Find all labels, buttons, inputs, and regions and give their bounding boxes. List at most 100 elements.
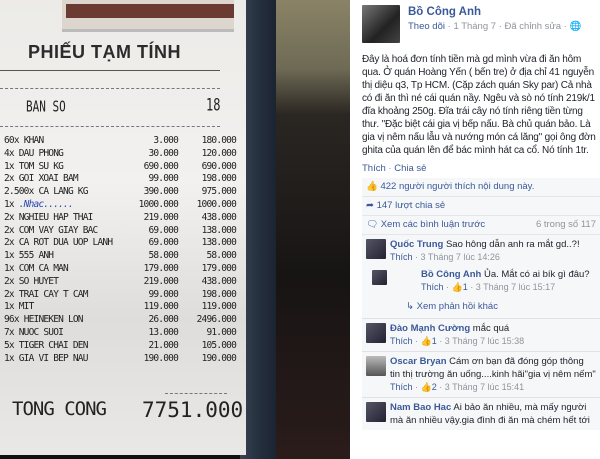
author-name[interactable]: Bồ Công Anh: [408, 6, 482, 18]
item-total: 198.000: [201, 173, 237, 185]
item-qty: 2.500x: [4, 186, 34, 198]
comment-text: mắc quá: [472, 323, 510, 334]
total-label: TONG CONG: [12, 398, 107, 420]
reply-like-link[interactable]: Thích: [421, 282, 444, 292]
comment-author[interactable]: Oscar Bryan: [390, 356, 447, 367]
comment-thread: Quốc Trung Sao hông dẫn anh ra mắt gd..?…: [362, 235, 600, 319]
receipt-item: 4x DAU PHONG 30.000 120.000: [4, 148, 240, 161]
item-price: 219.000: [143, 275, 179, 287]
reply-avatar[interactable]: [372, 270, 387, 285]
item-total: 180.000: [201, 135, 237, 146]
shares-count[interactable]: 147 lượt chia sẻ: [376, 200, 446, 211]
item-name: 1x COM CA MAN: [4, 263, 128, 276]
post-text: Đây là hoá đơn tính tiền mà gd mình vừa …: [362, 54, 596, 156]
comment-likes[interactable]: 2: [431, 382, 437, 392]
receipt-paper: PHIẾU TẠM TÍNH BAN SO 18 60x KHAN 3.000 18…: [0, 0, 246, 455]
thumbs-up-icon: 👍: [420, 382, 432, 392]
item-label: 555 ANH: [18, 250, 54, 262]
comment-like-link[interactable]: Thích: [390, 382, 413, 392]
item-name: 2x GOI XOAI BAM: [4, 173, 128, 186]
item-total: 105.000: [201, 339, 237, 351]
item-price: 219.000: [143, 211, 179, 223]
edited-label[interactable]: Đã chỉnh sửa: [504, 21, 562, 32]
likes-count[interactable]: 422 người người thích nội dung này.: [380, 181, 535, 192]
commenter-avatar[interactable]: [366, 239, 386, 259]
total-value: 7751.000: [142, 398, 244, 422]
reply: Bồ Công Anh Ủa. Mắt có ai bík gì đâu? Th…: [362, 264, 596, 294]
receipt-photo: PHIẾU TẠM TÍNH BAN SO 18 60x KHAN 3.000 18…: [0, 0, 350, 459]
item-label: CA LANG KG: [38, 186, 88, 198]
item-name: 1x GIA VI BEP NAU: [4, 353, 128, 366]
item-label: DAU PHONG: [18, 147, 64, 159]
receipt-item: 1x COM CA MAN 179.000 179.000: [4, 263, 240, 276]
post-date[interactable]: 1 Tháng 7: [453, 21, 497, 32]
item-total: 198.000: [201, 288, 237, 300]
item-label: NUOC SUOI: [18, 326, 64, 338]
likes-row: 👍 422 người người thích nội dung này.: [362, 178, 600, 197]
item-price: 99.000: [148, 288, 178, 300]
thumbs-up-icon: 👍: [366, 181, 378, 192]
item-label: TIGER CHAI DEN: [18, 339, 89, 351]
reply-likes[interactable]: 1: [462, 282, 468, 292]
item-name: 2.500x CA LANG KG: [4, 186, 128, 199]
item-label: TOM SU KG: [18, 160, 64, 172]
reply-time[interactable]: 3 Tháng 7 lúc 15:17: [475, 282, 556, 292]
divider: [165, 393, 227, 394]
divider: [0, 126, 220, 127]
item-name: 1x .Nhac......: [4, 199, 128, 212]
item-price: 119.000: [143, 301, 179, 313]
bill-folder: [240, 0, 276, 459]
comment: Đào Mạnh Cường mắc quá Thích · 👍1 · 3 Th…: [362, 319, 600, 352]
item-total: 119.000: [201, 301, 237, 313]
item-qty: 2x: [4, 173, 15, 185]
commenter-avatar[interactable]: [366, 323, 386, 343]
item-price: 26.000: [148, 314, 178, 326]
comment-author[interactable]: Quốc Trung: [390, 239, 444, 250]
comment-author[interactable]: Nam Bao Hac: [390, 402, 452, 413]
item-label: HEINEKEN LON: [23, 314, 84, 326]
facebook-post: Bồ Công Anh Theo dõi · 1 Tháng 7 · Đã ch…: [352, 0, 600, 459]
commenter-avatar[interactable]: [366, 356, 386, 376]
receipt-item: 2x COM VAY GIAY BAC 69.000 138.000: [4, 225, 240, 238]
item-qty: 7x: [4, 326, 15, 338]
share-link[interactable]: Chia sẻ: [394, 163, 427, 174]
comment: Nam Bao Hac Ai bảo ăn nhiều, mà mấy ngườ…: [362, 398, 600, 430]
divider: [0, 88, 220, 89]
comment-time[interactable]: 3 Tháng 7 lúc 14:26: [420, 252, 500, 262]
item-total: 438.000: [201, 211, 237, 223]
receipt-item: 1x .Nhac...... 1000.000 1000.000: [4, 199, 240, 212]
comment-text: Sao hông dẫn anh ra mắt gd..?!: [445, 239, 580, 250]
comment: Oscar Bryan Cám ơn bạn đã đóng góp thông…: [362, 352, 600, 398]
comment-time[interactable]: 3 Tháng 7 lúc 15:38: [444, 336, 525, 346]
commenter-avatar[interactable]: [366, 402, 386, 422]
item-total: 190.000: [201, 352, 237, 364]
post-header: Bồ Công Anh Theo dõi · 1 Tháng 7 · Đã ch…: [362, 0, 600, 50]
comment-like-link[interactable]: Thích: [390, 252, 413, 262]
table-number: 18: [206, 95, 221, 115]
follow-link[interactable]: Theo dõi: [408, 21, 445, 32]
comment-time[interactable]: 3 Tháng 7 lúc 15:41: [444, 382, 525, 392]
item-qty: 2x: [4, 224, 15, 236]
item-total: 120.000: [201, 147, 237, 159]
item-label: CA ROT DUA UOP LANH: [18, 237, 113, 249]
receipt-item: 1x 555 ANH 58.000 58.000: [4, 250, 240, 263]
item-qty: 2x: [4, 211, 15, 223]
comment-likes[interactable]: 1: [431, 336, 437, 346]
comment-author[interactable]: Đào Mạnh Cường: [390, 323, 471, 334]
author-avatar[interactable]: [362, 5, 400, 43]
item-name: 4x DAU PHONG: [4, 148, 128, 161]
item-price: 179.000: [143, 262, 179, 274]
item-price: 13.000: [148, 326, 178, 338]
prev-comments-link[interactable]: Xem các bình luận trước: [380, 219, 486, 230]
receipt-title: PHIẾU TẠM TÍNH: [28, 42, 181, 62]
item-name: 7x NUOC SUOI: [4, 327, 128, 340]
receipt-item: 60x KHAN 3.000 180.000: [4, 135, 240, 148]
item-qty: 1x: [4, 262, 15, 274]
more-replies-link[interactable]: Xem phản hồi khác: [416, 301, 498, 312]
item-qty: 5x: [4, 339, 15, 351]
reply-author[interactable]: Bồ Công Anh: [421, 269, 482, 280]
item-name: 96x HEINEKEN LON: [4, 314, 128, 327]
item-name: 1x 555 ANH: [4, 250, 128, 263]
comment-like-link[interactable]: Thích: [390, 336, 413, 346]
like-link[interactable]: Thích: [362, 163, 386, 174]
